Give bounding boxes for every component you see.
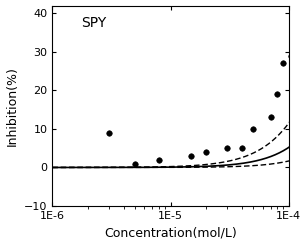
Point (268, 115, 273, 119)
Point (225, 146, 230, 150)
Point (204, 150, 209, 154)
Point (239, 146, 244, 150)
Point (251, 127, 256, 131)
Text: SPY: SPY (81, 16, 106, 30)
Point (133, 162, 138, 166)
Point (289, 54, 294, 58)
Point (157, 158, 161, 162)
Point (106, 131, 111, 135)
X-axis label: Concentration(mol/L): Concentration(mol/L) (104, 226, 237, 239)
Point (189, 154, 194, 158)
Point (291, 27, 296, 31)
Point (281, 61, 286, 65)
Point (275, 92, 280, 96)
Y-axis label: Inhibition(%): Inhibition(%) (6, 66, 18, 146)
